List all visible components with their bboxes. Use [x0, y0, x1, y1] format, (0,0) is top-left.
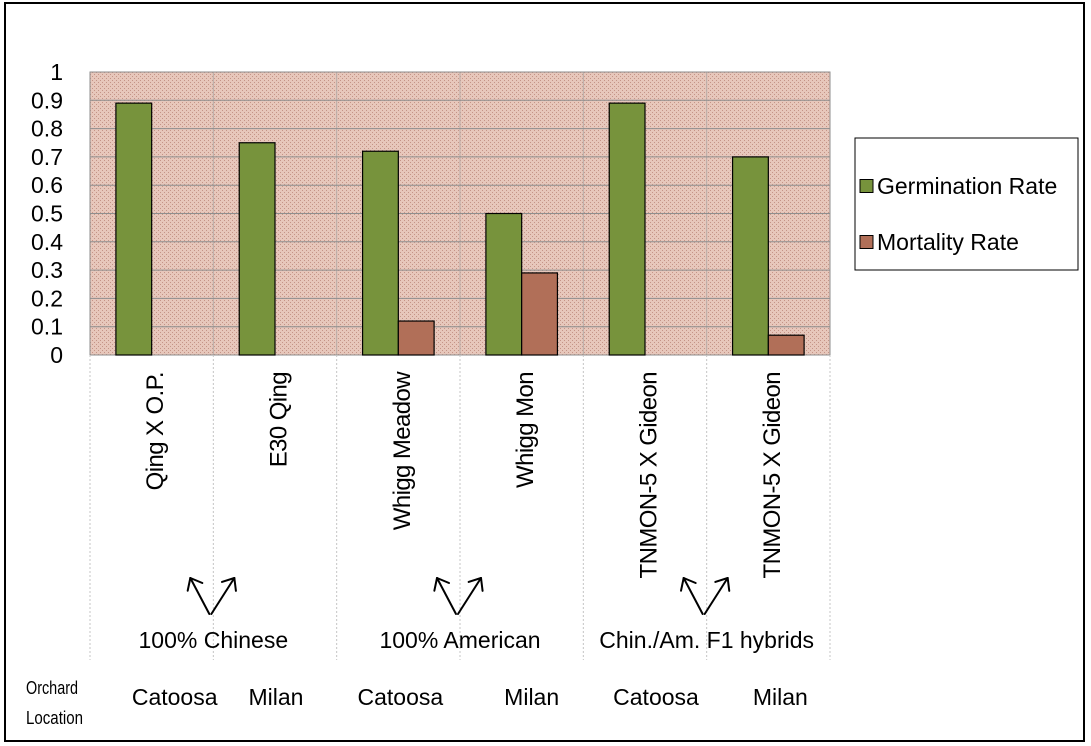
arrow-shaft [682, 577, 704, 615]
arrow-head [189, 577, 204, 584]
series-germination-rate [115, 102, 769, 356]
group-label: Chin./Am. F1 hybrids [599, 627, 814, 653]
arrow-shaft [210, 577, 236, 615]
legend-label: Germination Rate [877, 173, 1057, 199]
legend: Germination Rate Mortality Rate [854, 137, 1079, 271]
diverging-arrows-icon [680, 577, 731, 615]
group-label: 100% American [379, 627, 540, 653]
y-tick-label: 0.9 [31, 87, 63, 113]
bar-germination-rate-3 [361, 150, 399, 356]
arrow-up-left-icon [186, 577, 211, 615]
legend-swatch [859, 235, 874, 249]
bar-germination-rate-4 [485, 212, 523, 356]
arrow-head [220, 577, 236, 583]
arrow-shaft [457, 577, 482, 615]
bars [115, 102, 805, 356]
legend-item-germination-rate: Germination Rate [859, 173, 1057, 199]
arrow-head [480, 577, 484, 592]
y-tick-label: 0.2 [31, 285, 63, 311]
diverging-arrows-icon [433, 577, 484, 615]
location-label: Milan [753, 684, 808, 710]
category-label: Whigg Meadow [389, 371, 416, 530]
legend-item-mortality-rate: Mortality Rate [859, 229, 1019, 255]
arrow-shaft [703, 577, 729, 615]
y-tick-label: 1 [50, 59, 63, 85]
bar-germination-rate-5 [608, 102, 646, 356]
arrow-head [433, 577, 438, 592]
orchard-location-header: Location [26, 708, 83, 728]
orchard-location-header: Orchard [26, 678, 78, 698]
category-axis: Qing X O.P. E30 Qing Whigg Meadow Whigg Mon… [89, 355, 831, 660]
location-label: Catoosa [357, 684, 443, 710]
arrow-head [186, 577, 192, 592]
arrow-up-right-icon [210, 577, 237, 615]
arrow-head [714, 577, 729, 583]
category-label: TNMON-5 X Gideon [636, 372, 663, 578]
legend-swatch [859, 179, 874, 193]
bar-mortality-rate-4 [521, 272, 559, 356]
arrow-head [436, 577, 451, 584]
arrow-head [726, 577, 731, 592]
group-label: 100% Chinese [139, 627, 289, 653]
arrow-head [467, 577, 482, 583]
y-tick-label: 0.8 [31, 116, 63, 142]
y-tick-label: 0 [50, 342, 63, 368]
series-mortality-rate [397, 272, 805, 356]
bar-germination-rate-1 [115, 102, 153, 356]
y-tick-label: 0.6 [31, 172, 63, 198]
orchard-location-row: Orchard Location Catoosa Milan Catoosa Milan C… [26, 678, 808, 728]
arrow-up-left-icon [680, 577, 704, 615]
y-tick-label: 0.4 [31, 229, 63, 255]
bar-germination-rate-6 [731, 156, 769, 356]
legend-box [854, 137, 1079, 271]
location-label: Catoosa [132, 684, 218, 710]
arrow-shaft [189, 577, 211, 615]
arrow-head [233, 577, 237, 592]
location-label: Milan [504, 684, 559, 710]
y-tick-label: 0.1 [31, 314, 63, 340]
category-label: Whigg Mon [512, 372, 539, 488]
bar-mortality-rate-3 [397, 320, 435, 356]
category-label: Qing X O.P. [142, 372, 169, 490]
y-axis: 00.1 0.20.30.40.5 0.60.70.8 0.91 [31, 59, 63, 368]
group-axis: 100% Chinese 100% American Chin./Am. F1 hy… [139, 577, 814, 653]
category-label: E30 Qing [266, 372, 293, 467]
arrow-up-right-icon [703, 577, 731, 615]
arrow-shaft [436, 577, 457, 615]
bar-germination-rate-2 [238, 142, 276, 356]
diverging-arrows-icon [186, 577, 237, 615]
y-tick-label: 0.5 [31, 201, 63, 227]
bar-mortality-rate-6 [767, 334, 805, 356]
legend-label: Mortality Rate [877, 229, 1019, 255]
arrow-head [682, 577, 697, 584]
location-label: Milan [249, 684, 304, 710]
arrow-head [680, 577, 685, 592]
arrow-up-left-icon [433, 577, 457, 615]
y-tick-label: 0.7 [31, 144, 63, 170]
location-label: Catoosa [613, 684, 699, 710]
plot-area [89, 71, 831, 356]
y-tick-label: 0.3 [31, 257, 63, 283]
category-label: TNMON-5 X Gideon [759, 372, 786, 578]
arrow-up-right-icon [457, 577, 484, 615]
